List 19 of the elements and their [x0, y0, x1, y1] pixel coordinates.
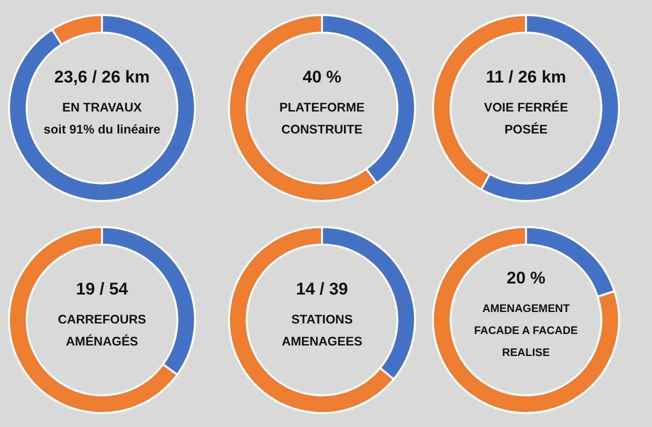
text: PLATEFORME: [279, 100, 365, 114]
text: 19 / 54: [76, 280, 129, 299]
text: POSÉE: [504, 121, 548, 136]
text: CARREFOURS: [58, 312, 146, 326]
text: 23,6 / 26 km: [54, 68, 150, 87]
text: soit 91% du linéaire: [44, 122, 160, 136]
text: AMENAGEMENT: [482, 303, 570, 316]
text: AMÉNAGÉS: [66, 333, 138, 348]
text: 11 / 26 km: [486, 68, 566, 87]
text: FACADE A FACADE: [474, 325, 578, 338]
text: STATIONS: [291, 312, 353, 326]
text: REALISE: [502, 347, 550, 360]
text: 20 %: [506, 268, 546, 288]
text: CONSTRUITE: [281, 122, 363, 136]
text: VOIE FERRÉE: [484, 99, 568, 114]
text: EN TRAVAUX: [62, 100, 142, 114]
text: AMENAGEES: [282, 334, 362, 348]
text: 14 / 39: [296, 280, 348, 299]
text: 40 %: [302, 68, 342, 87]
